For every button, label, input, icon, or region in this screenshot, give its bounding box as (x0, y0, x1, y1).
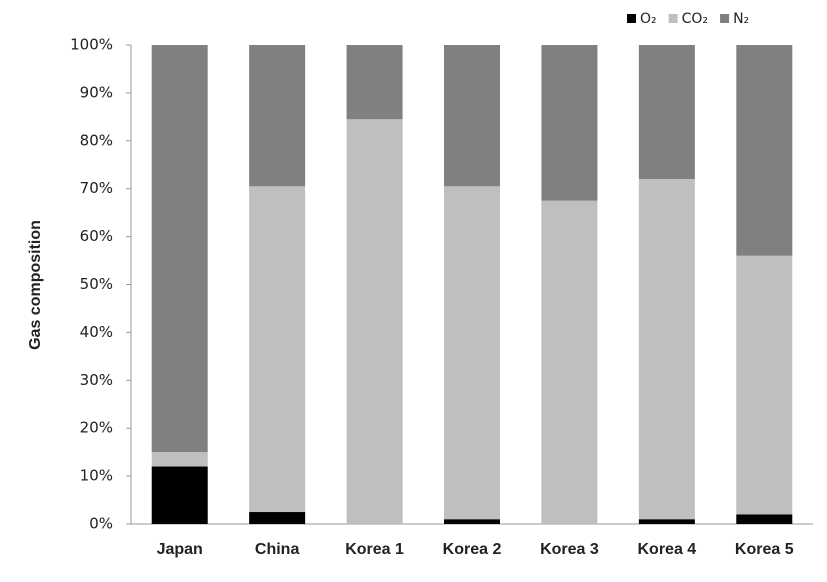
x-tick-label: Japan (157, 541, 203, 558)
legend-label: CO₂ (682, 11, 708, 27)
bar-segment (346, 45, 403, 120)
bar-segment (444, 186, 500, 520)
x-tick-label: Korea 1 (345, 541, 404, 558)
bar-segment (736, 45, 793, 256)
y-tick-label: 30% (80, 371, 113, 389)
bar-segment (249, 186, 306, 513)
y-tick-label: 40% (80, 323, 113, 341)
y-tick-label: 70% (80, 179, 113, 197)
bar-segment (249, 45, 306, 187)
bar-segment (444, 519, 500, 524)
y-axis-title: Gas composition (27, 220, 44, 350)
x-tick-label: Korea 5 (735, 541, 794, 558)
bar-segment (736, 514, 793, 524)
bar-segment (444, 45, 500, 187)
bar-segment (151, 452, 208, 467)
y-tick-label: 80% (80, 131, 113, 149)
x-tick-label: Korea 3 (540, 541, 599, 558)
y-tick-label: 10% (80, 467, 113, 485)
x-tick-label: China (255, 541, 300, 558)
bar-segment (346, 119, 403, 525)
x-tick-label: Korea 4 (638, 541, 697, 558)
bar-segment (249, 512, 306, 524)
bar-segment (638, 45, 695, 180)
x-tick-label: Korea 2 (443, 541, 502, 558)
bar-segment (638, 519, 695, 524)
bar-segment (541, 45, 598, 201)
y-tick-label: 20% (80, 419, 113, 437)
bar-segment (541, 200, 598, 525)
legend-label: O₂ (640, 11, 657, 27)
legend-swatch (627, 14, 636, 23)
bar-segment (638, 179, 695, 520)
bar-segment (151, 466, 208, 524)
y-tick-label: 90% (80, 83, 113, 101)
y-tick-label: 50% (80, 275, 113, 293)
y-tick-label: 100% (70, 36, 113, 54)
y-tick-label: 60% (80, 227, 113, 245)
bar-segment (151, 45, 208, 453)
legend-label: N₂ (733, 11, 749, 27)
bar-segment (736, 255, 793, 515)
legend-swatch (720, 14, 730, 23)
y-tick-label: 0% (89, 515, 113, 533)
legend-swatch (668, 14, 678, 23)
